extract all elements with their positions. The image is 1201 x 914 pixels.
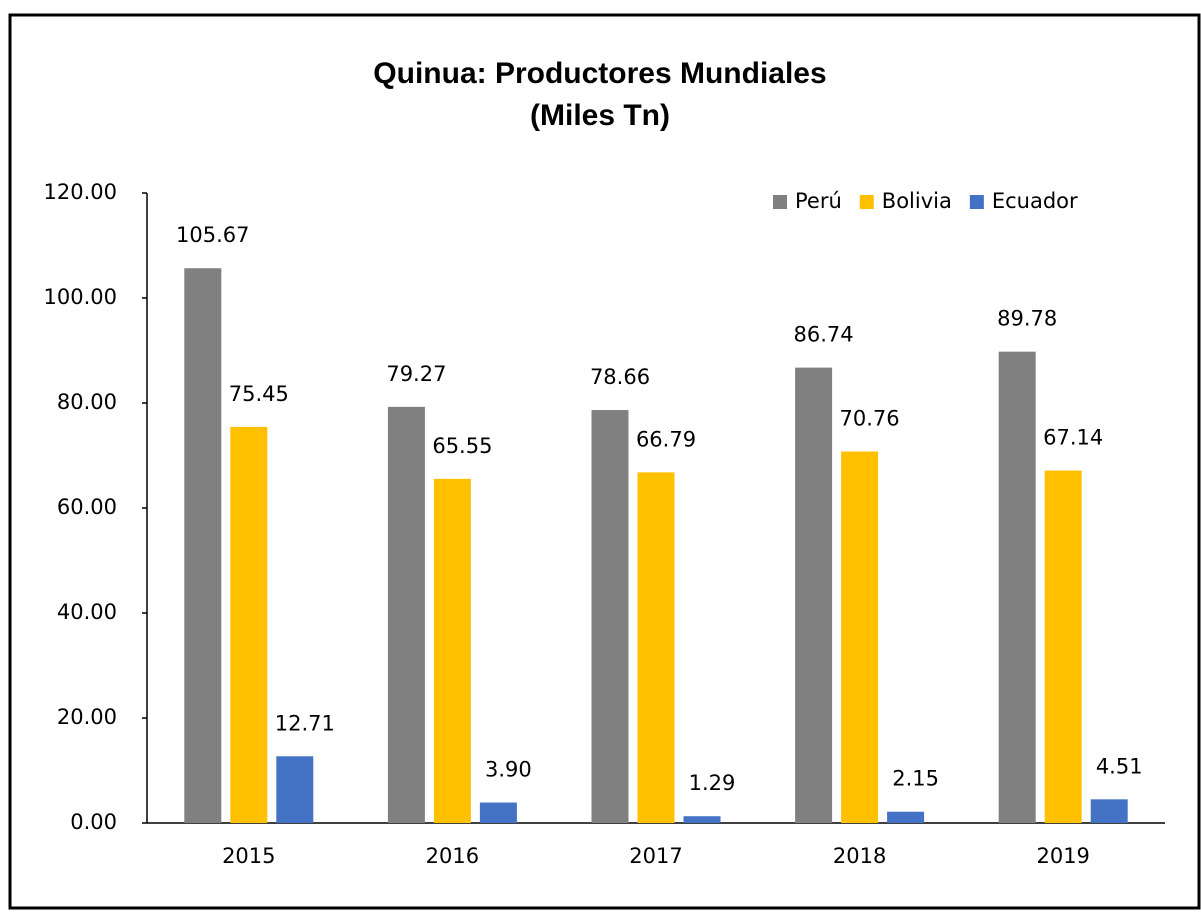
legend-label: Bolivia bbox=[882, 189, 952, 213]
y-tick-label: 40.00 bbox=[57, 600, 117, 624]
data-label: 67.14 bbox=[1043, 426, 1103, 450]
y-tick-label: 0.00 bbox=[70, 810, 117, 834]
data-label: 75.45 bbox=[229, 382, 289, 406]
bar bbox=[387, 406, 425, 823]
data-label: 78.66 bbox=[590, 365, 650, 389]
y-tick-label: 80.00 bbox=[57, 390, 117, 414]
data-label: 86.74 bbox=[794, 323, 854, 347]
y-tick-label: 60.00 bbox=[57, 495, 117, 519]
data-label: 66.79 bbox=[636, 427, 696, 451]
legend-swatch bbox=[969, 195, 984, 209]
data-label: 4.51 bbox=[1096, 754, 1143, 778]
data-label: 70.76 bbox=[840, 407, 900, 431]
bar bbox=[479, 802, 517, 823]
bar bbox=[276, 756, 314, 823]
data-label: 1.29 bbox=[689, 771, 736, 795]
data-label: 3.90 bbox=[485, 758, 532, 782]
data-label: 79.27 bbox=[386, 362, 446, 386]
data-label: 105.67 bbox=[176, 223, 249, 247]
bar bbox=[683, 816, 721, 823]
bar bbox=[841, 451, 879, 823]
y-tick-label: 20.00 bbox=[57, 705, 117, 729]
legend-label: Perú bbox=[795, 189, 842, 213]
legend-swatch bbox=[773, 195, 787, 209]
legend-swatch bbox=[859, 195, 874, 209]
legend-label: Ecuador bbox=[992, 189, 1078, 213]
chart-title: Quinua: Productores Mundiales bbox=[373, 57, 826, 90]
bar bbox=[1044, 470, 1082, 823]
bar bbox=[433, 478, 471, 823]
y-tick-label: 120.00 bbox=[44, 180, 117, 204]
y-tick-label: 100.00 bbox=[44, 285, 117, 309]
bar bbox=[230, 426, 268, 823]
bar bbox=[184, 268, 222, 823]
x-tick-label: 2018 bbox=[833, 844, 886, 868]
chart-subtitle: (Miles Tn) bbox=[530, 99, 670, 132]
bar bbox=[795, 367, 833, 823]
bar bbox=[1090, 799, 1128, 823]
data-label: 89.78 bbox=[997, 307, 1057, 331]
data-label: 12.71 bbox=[275, 711, 335, 735]
bar bbox=[998, 351, 1036, 823]
bar bbox=[591, 410, 629, 823]
x-tick-label: 2017 bbox=[629, 844, 682, 868]
x-tick-label: 2015 bbox=[222, 844, 275, 868]
x-tick-label: 2016 bbox=[426, 844, 479, 868]
data-label: 65.55 bbox=[432, 434, 492, 458]
x-tick-label: 2019 bbox=[1036, 844, 1089, 868]
bar bbox=[637, 472, 675, 823]
bar bbox=[887, 811, 925, 823]
data-label: 2.15 bbox=[892, 767, 939, 791]
